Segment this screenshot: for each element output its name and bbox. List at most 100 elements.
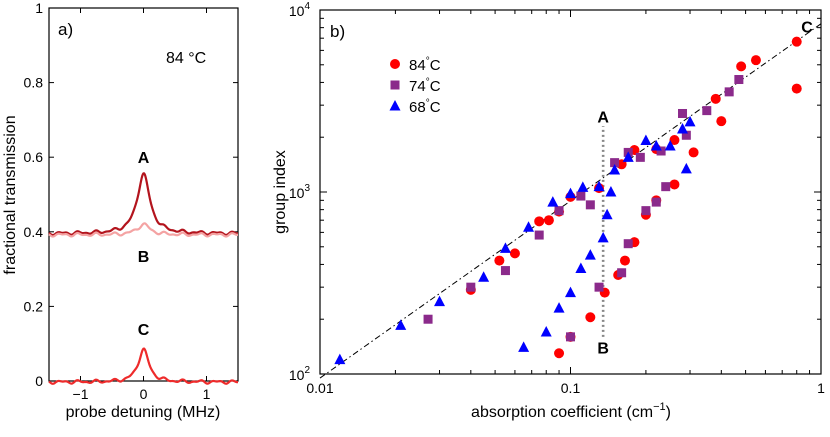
data-point-68C: [640, 134, 652, 145]
legend-degree: °: [426, 98, 430, 109]
x-tick-label: −1: [73, 386, 89, 402]
y-tick-label: 104: [289, 1, 311, 19]
data-point-68C: [518, 341, 530, 352]
data-point-68C: [680, 162, 692, 174]
data-point-68C: [622, 151, 634, 162]
data-point-68C: [593, 180, 605, 192]
data-point-84C: [669, 179, 680, 190]
panel-a-ylabel: fractional transmission: [2, 115, 19, 274]
data-point-68C: [434, 295, 446, 307]
panel-a-xlabel: probe detuning (MHz): [66, 404, 221, 421]
y-tick-label: 0.6: [24, 149, 44, 165]
data-point-68C: [334, 353, 346, 365]
data-point-74C: [566, 332, 575, 342]
data-point-84C: [494, 255, 505, 266]
data-point-84C: [716, 116, 727, 127]
data-point-84C: [791, 36, 802, 47]
y-tick-label-base: 10: [289, 3, 305, 19]
legend-label-84C: 84°C: [409, 56, 441, 74]
data-point-74C: [585, 200, 595, 210]
data-point-74C: [423, 314, 433, 324]
trace-A: [48, 172, 239, 237]
data-point-84C: [554, 348, 565, 359]
point-label-C: C: [801, 20, 813, 37]
point-label-A: A: [597, 109, 609, 126]
data-point-74C: [466, 282, 476, 292]
data-point-68C: [499, 242, 511, 253]
data-point-74C: [635, 152, 645, 162]
y-tick-label: 1: [35, 0, 43, 16]
panel-b-ticks: [319, 10, 821, 375]
peak-label-B: B: [138, 249, 150, 266]
x-tick-label: 1: [817, 380, 825, 396]
peak-label-C: C: [138, 322, 150, 339]
data-point-68C: [478, 271, 490, 282]
y-tick-label-exponent: 3: [304, 183, 310, 194]
panel-a: 0 0.2 0.4 0.6 0.8 1 −1 0 1 a) 84 °C A B C probe de…: [2, 0, 239, 421]
point-label-B: B: [597, 340, 609, 357]
panel-b-xlabel-exponent: −1: [653, 401, 666, 413]
legend: 84°C74°C68°C: [389, 56, 441, 116]
data-point-68C: [664, 139, 676, 151]
data-point-74C: [610, 158, 620, 168]
data-point-74C: [641, 206, 651, 216]
y-tick-label: 0.4: [24, 224, 44, 240]
legend-unit: C: [430, 57, 441, 74]
legend-label-74C: 74°C: [409, 77, 441, 95]
legend-unit: C: [430, 99, 441, 116]
data-point-68C: [540, 326, 552, 337]
data-point-84C: [710, 93, 721, 104]
panel-b-label: b): [330, 22, 345, 41]
data-point-84C: [791, 83, 802, 94]
data-point-74C: [678, 108, 688, 118]
data-point-68C: [575, 262, 587, 273]
data-point-74C: [500, 266, 510, 276]
data-point-68C: [584, 249, 596, 260]
data-point-74C: [661, 182, 671, 192]
legend-marker-84C: [390, 59, 400, 69]
data-point-68C: [553, 302, 565, 313]
x-tick-label: 0.01: [306, 380, 333, 396]
data-point-74C: [651, 197, 661, 207]
y-tick-label: 103: [289, 183, 311, 201]
legend-label-68C: 68°C: [409, 98, 441, 116]
y-tick-label: 102: [289, 365, 311, 383]
panel-b-x-tick-labels: 0.01 0.1 1: [306, 380, 825, 396]
panel-a-peak-labels: A B C: [138, 150, 150, 339]
legend-temp: 68: [409, 99, 426, 116]
legend-temp: 74: [409, 78, 426, 95]
panel-a-tick-labels: 0 0.2 0.4 0.6 0.8 1 −1 0 1: [24, 0, 211, 402]
data-point-74C: [734, 75, 744, 85]
y-tick-label: 0.2: [24, 298, 44, 314]
data-point-68C: [684, 115, 696, 127]
peak-label-A: A: [138, 150, 150, 167]
panel-b-xlabel-main: absorption coefficient (cm: [471, 404, 653, 421]
panel-b-xlabel-end: ): [666, 404, 671, 421]
data-point-68C: [605, 186, 617, 197]
x-tick-label: 0.1: [561, 380, 581, 396]
data-point-68C: [565, 286, 576, 298]
data-point-84C: [585, 312, 596, 323]
data-point-74C: [702, 106, 712, 116]
x-tick-label: 0: [140, 386, 148, 402]
data-point-84C: [534, 216, 545, 227]
data-point-68C: [650, 139, 662, 151]
data-point-74C: [576, 191, 586, 201]
data-point-84C: [688, 147, 699, 158]
panel-b-labels: A B C: [597, 20, 813, 358]
panel-a-label: a): [58, 20, 73, 39]
legend-temp: 84: [409, 57, 426, 74]
data-point-68C: [609, 164, 621, 175]
data-point-68C: [547, 196, 559, 207]
trace-C: [48, 347, 239, 385]
legend-degree: °: [426, 56, 430, 67]
y-tick-label: 0: [35, 373, 43, 389]
data-point-68C: [565, 187, 576, 199]
data-point-84C: [509, 248, 520, 259]
x-tick-label: 1: [203, 386, 211, 402]
data-point-74C: [724, 87, 734, 97]
data-point-68C: [523, 221, 535, 232]
data-point-74C: [656, 146, 666, 156]
